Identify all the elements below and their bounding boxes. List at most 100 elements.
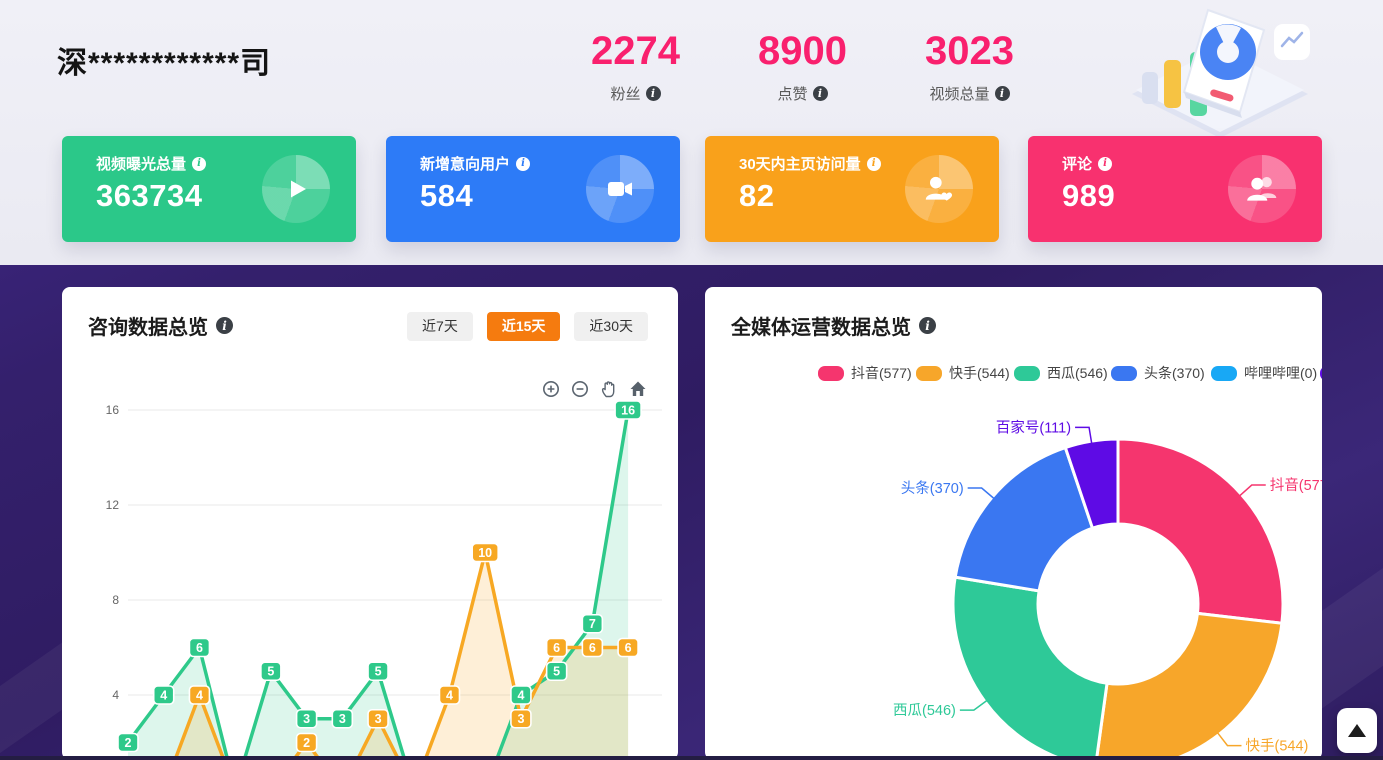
info-icon[interactable]: [645, 86, 661, 101]
svg-text:4: 4: [112, 688, 119, 702]
stat-label: 点赞: [719, 83, 886, 104]
legend-label: 头条(370): [1144, 365, 1205, 381]
media-panel-title-text: 全媒体运营数据总览: [731, 317, 911, 339]
summary-card: 30天内主页访问量 82: [705, 136, 999, 242]
svg-text:10: 10: [478, 546, 492, 560]
card-label: 评论: [1062, 153, 1113, 174]
stat-value: 2274: [591, 29, 680, 73]
card-label-text: 视频曝光总量: [96, 156, 187, 173]
svg-text:西瓜(546): 西瓜(546): [893, 703, 956, 719]
range-tab-近7天[interactable]: 近7天: [407, 312, 473, 341]
stat-label-text: 点赞: [777, 86, 808, 103]
svg-text:3: 3: [339, 712, 346, 726]
chart-toolbar: [541, 379, 648, 404]
stat-label-text: 粉丝: [610, 86, 641, 103]
svg-text:3: 3: [375, 712, 382, 726]
card-value: 82: [739, 178, 775, 213]
legend-item[interactable]: 抖音(577): [818, 363, 912, 383]
consult-panel-title-text: 咨询数据总览: [88, 317, 208, 339]
analytics-illustration: [1112, 0, 1327, 145]
card-label-text: 30天内主页访问量: [739, 156, 861, 173]
info-icon[interactable]: [216, 317, 233, 334]
legend-item[interactable]: 西瓜(546): [1014, 363, 1108, 383]
bottom-strip: [0, 756, 1383, 760]
summary-card: 评论 989: [1028, 136, 1322, 242]
card-value: 989: [1062, 178, 1116, 213]
card-value: 363734: [96, 178, 203, 213]
info-icon[interactable]: [192, 156, 207, 171]
info-icon[interactable]: [994, 86, 1010, 101]
svg-text:6: 6: [196, 641, 203, 655]
svg-text:16: 16: [621, 403, 635, 417]
media-panel-title: 全媒体运营数据总览: [731, 311, 936, 340]
legend-swatch: [1211, 365, 1237, 381]
consult-panel-title: 咨询数据总览: [88, 311, 233, 340]
media-data-panel: 全媒体运营数据总览 抖音(577) 快手(544) 西瓜(546) 头条(370…: [705, 287, 1322, 760]
svg-text:12: 12: [106, 498, 120, 512]
legend-swatch: [1320, 365, 1322, 381]
svg-text:6: 6: [625, 641, 632, 655]
svg-text:百家号(111): 百家号(111): [996, 419, 1071, 436]
card-label: 30天内主页访问量: [739, 153, 881, 174]
users-icon: [1228, 155, 1296, 223]
summary-card: 视频曝光总量 363734: [62, 136, 356, 242]
svg-text:6: 6: [589, 641, 596, 655]
header-stat: 3023 视频总量: [886, 30, 1053, 104]
svg-text:头条(370): 头条(370): [901, 480, 964, 497]
media-donut-chart[interactable]: 抖音(577) 快手(544) 西瓜(546) 头条(370) 百家号(111): [705, 287, 1322, 760]
svg-text:3: 3: [517, 712, 524, 726]
home-icon[interactable]: [628, 379, 648, 404]
svg-text:5: 5: [375, 665, 382, 679]
card-label: 视频曝光总量: [96, 153, 207, 174]
stat-label: 视频总量: [886, 83, 1053, 104]
legend-swatch: [1014, 365, 1040, 381]
svg-text:4: 4: [160, 688, 167, 702]
header-stat: 8900 点赞: [719, 30, 886, 104]
stat-label: 粉丝: [552, 83, 719, 104]
svg-text:5: 5: [553, 665, 560, 679]
legend-label: 哔哩哔哩(0): [1244, 365, 1318, 381]
info-icon[interactable]: [812, 86, 828, 101]
up-triangle-icon: [1348, 724, 1366, 737]
svg-text:抖音(577): 抖音(577): [1270, 477, 1322, 494]
consult-line-chart[interactable]: 4 8 12 16 2 4 6 5 3 3 5 4 5 7 16 4 2 3 4 10 3 6 6 6: [62, 287, 678, 760]
card-label-text: 评论: [1062, 156, 1093, 173]
legend-swatch: [818, 365, 844, 381]
svg-text:5: 5: [267, 665, 274, 679]
range-tab-近15天[interactable]: 近15天: [486, 312, 561, 341]
summary-card: 新增意向用户 584: [386, 136, 680, 242]
header-stat: 2274 粉丝: [552, 30, 719, 104]
company-name: 深************司: [57, 47, 272, 80]
legend-item[interactable]: 快手(544): [916, 363, 1010, 383]
svg-text:3: 3: [303, 712, 310, 726]
svg-text:2: 2: [303, 736, 310, 750]
info-icon[interactable]: [866, 156, 881, 171]
zoom-in-icon[interactable]: [541, 379, 561, 404]
svg-text:6: 6: [553, 641, 560, 655]
svg-text:2: 2: [125, 736, 132, 750]
back-to-top-button[interactable]: [1337, 708, 1377, 753]
legend-swatch: [916, 365, 942, 381]
card-label: 新增意向用户: [420, 153, 531, 174]
pan-icon[interactable]: [599, 379, 619, 404]
svg-text:4: 4: [517, 688, 524, 702]
legend-item[interactable]: 百家号(111): [1320, 363, 1322, 383]
info-icon[interactable]: [919, 317, 936, 334]
zoom-out-icon[interactable]: [570, 379, 590, 404]
card-label-text: 新增意向用户: [420, 156, 511, 173]
svg-text:4: 4: [196, 688, 203, 702]
info-icon[interactable]: [516, 156, 531, 171]
info-icon[interactable]: [1098, 156, 1113, 171]
range-tab-近30天[interactable]: 近30天: [574, 312, 648, 341]
legend-item[interactable]: 哔哩哔哩(0): [1211, 363, 1317, 383]
video-camera-icon: [586, 155, 654, 223]
legend-item[interactable]: 头条(370): [1111, 363, 1205, 383]
svg-text:4: 4: [446, 688, 453, 702]
consult-data-panel: 咨询数据总览 近7天 近15天 近30天 4812162465335457164…: [62, 287, 678, 760]
svg-text:16: 16: [106, 403, 120, 417]
legend-label: 抖音(577): [851, 365, 912, 381]
legend-label: 西瓜(546): [1047, 365, 1108, 381]
pie-legend: 抖音(577) 快手(544) 西瓜(546) 头条(370) 哔哩哔哩(0) …: [818, 363, 1322, 383]
stat-label-text: 视频总量: [929, 86, 990, 103]
